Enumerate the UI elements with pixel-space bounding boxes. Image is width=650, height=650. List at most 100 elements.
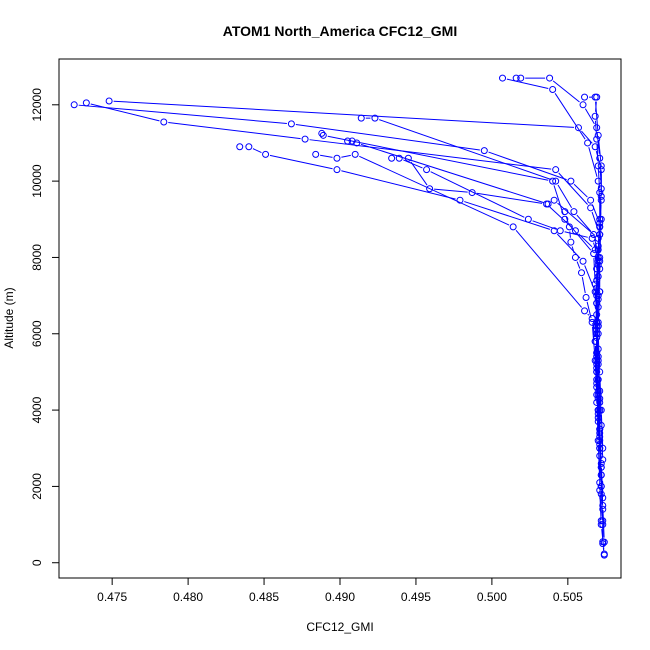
series-layer: [70, 74, 608, 559]
data-point: [550, 196, 558, 204]
series-segment: [434, 188, 468, 193]
series-segment: [327, 135, 549, 181]
series-segment: [596, 269, 599, 299]
profile-series-14: [581, 93, 604, 422]
data-point: [524, 215, 532, 223]
y-tick-label: 10000: [30, 164, 44, 198]
x-tick-label: 0.495: [401, 590, 431, 604]
series-segment: [584, 108, 595, 125]
data-point: [594, 292, 602, 300]
data-point: [571, 253, 579, 261]
data-point: [565, 223, 573, 231]
series-segment: [341, 154, 351, 158]
data-point: [600, 550, 608, 558]
data-point: [82, 99, 90, 107]
series-segment: [532, 220, 557, 230]
series-segment: [597, 395, 601, 425]
data-point: [593, 376, 601, 384]
data-point: [593, 124, 601, 132]
y-tick-label: 12000: [30, 88, 44, 122]
data-point: [593, 299, 601, 307]
data-point: [480, 147, 488, 155]
data-point: [579, 257, 587, 265]
x-tick-label: 0.480: [173, 590, 203, 604]
data-point: [588, 318, 596, 326]
series-segment: [464, 201, 551, 230]
data-point: [549, 177, 557, 185]
series-segment: [597, 231, 601, 261]
profile-series-5: [388, 154, 605, 525]
y-tick-label: 2000: [30, 473, 44, 500]
series-segment: [597, 261, 601, 292]
data-point: [597, 192, 605, 200]
data-point: [579, 101, 587, 109]
profile-series-8: [318, 129, 605, 479]
x-tick-label: 0.475: [97, 590, 127, 604]
data-point: [599, 494, 607, 502]
data-point: [581, 93, 589, 101]
data-point: [597, 482, 605, 490]
data-point: [600, 538, 608, 546]
series-segment: [599, 452, 602, 482]
series-segment: [598, 139, 602, 162]
y-tick-label: 4000: [30, 396, 44, 423]
data-point: [456, 196, 464, 204]
series-segment: [594, 345, 598, 376]
data-point: [236, 143, 244, 151]
y-axis: 0 2000 4000 6000 8000 10000 12000: [30, 88, 60, 566]
series-segment: [597, 170, 600, 189]
data-point: [599, 501, 607, 509]
plot-area-frame: [58, 58, 622, 579]
data-point: [544, 200, 552, 208]
data-point: [567, 177, 575, 185]
profile-series-15: [561, 208, 601, 399]
data-point: [574, 124, 582, 132]
data-point: [578, 269, 586, 277]
series-segment: [269, 154, 333, 170]
data-point: [599, 521, 607, 529]
series-segment: [599, 223, 602, 253]
series-segment: [597, 414, 601, 444]
series-segment: [430, 171, 525, 218]
series-segment: [596, 384, 599, 414]
series-segment: [410, 161, 428, 186]
data-point: [584, 139, 592, 147]
data-point: [546, 74, 554, 82]
series-segment: [515, 230, 583, 308]
data-point: [333, 154, 341, 162]
series-segment: [320, 154, 333, 158]
series-segment: [564, 231, 588, 238]
data-point: [567, 238, 575, 246]
data-point: [357, 114, 365, 122]
series-segment: [552, 80, 580, 103]
data-point: [556, 227, 564, 235]
data-point: [596, 189, 604, 197]
data-point: [371, 114, 379, 122]
data-point: [591, 337, 599, 345]
data-point: [319, 131, 327, 139]
data-point: [596, 223, 604, 231]
y-tick-label: 0: [30, 559, 44, 566]
series-segment: [587, 313, 590, 316]
data-point: [570, 208, 578, 216]
series-segment: [581, 277, 586, 294]
data-point: [499, 74, 507, 82]
data-point: [423, 166, 431, 174]
x-tick-label: 0.485: [249, 590, 279, 604]
data-point: [593, 135, 601, 143]
data-point: [426, 185, 434, 193]
series-segment: [600, 414, 604, 444]
series-segment: [594, 364, 597, 391]
series-segment: [594, 307, 598, 337]
data-point: [596, 398, 604, 406]
series-segment: [588, 147, 598, 177]
data-point: [597, 517, 605, 525]
profile-series-11: [499, 74, 605, 490]
data-point: [561, 215, 569, 223]
data-point: [593, 391, 601, 399]
data-point: [594, 437, 602, 445]
x-tick-label: 0.505: [553, 590, 583, 604]
series-segment: [576, 214, 592, 232]
x-axis-label: CFC12_GMI: [306, 620, 373, 634]
